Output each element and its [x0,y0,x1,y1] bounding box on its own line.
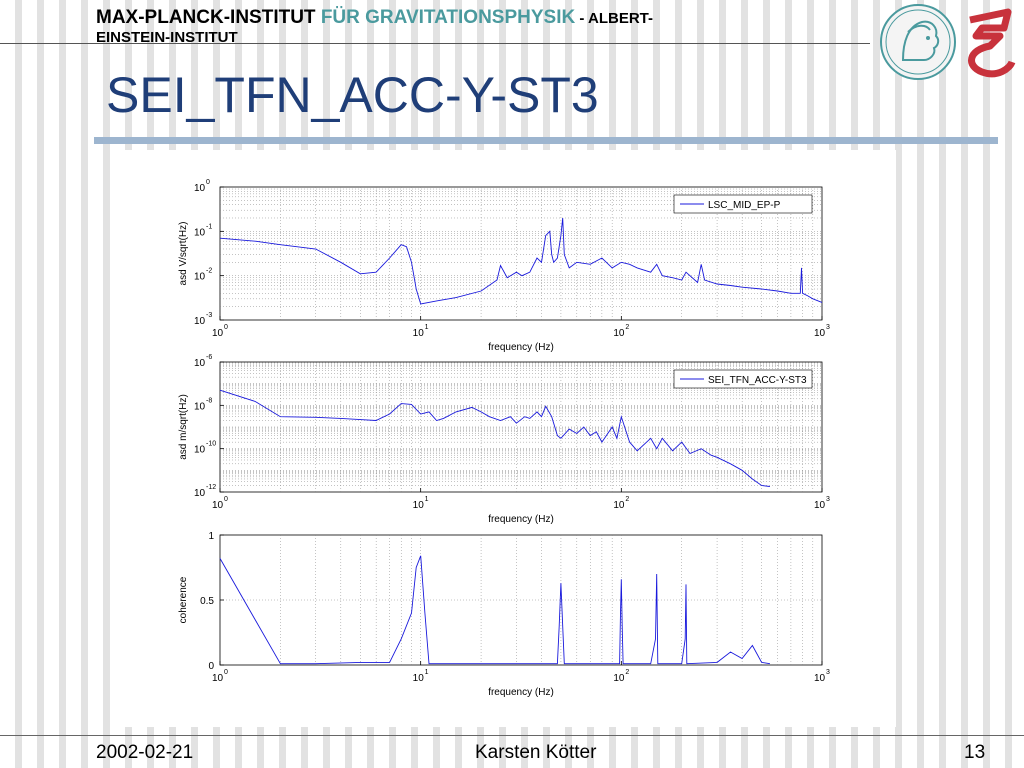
footer-author: Karsten Kötter [475,742,597,763]
y-tick-exponent: -2 [206,268,212,275]
x-tick-label: 10 [212,328,224,339]
y-axis-label: asd V/sqrt(Hz) [178,222,189,286]
y-axis-label: coherence [178,576,189,623]
x-tick-exponent: 1 [425,496,429,503]
x-axis-label: frequency (Hz) [488,514,554,525]
y-tick-label: 10 [194,401,206,412]
y-tick-label: 10 [194,272,206,283]
y-tick-exponent: -1 [206,223,212,230]
x-tick-exponent: 1 [425,324,429,331]
y-tick-exponent: 0 [206,179,210,186]
y-tick-label: 10 [194,488,206,499]
aei-logo-icon [968,8,1016,78]
x-tick-exponent: 3 [826,669,830,676]
legend-box [673,369,813,389]
x-tick-label: 10 [212,500,224,511]
x-tick-label: 10 [613,328,625,339]
x-tick-label: 10 [613,673,625,684]
minerva-logo-icon [880,4,956,80]
institute-name-part1: MAX-PLANCK-INSTITUT [96,7,321,28]
y-tick-label: 10 [194,358,206,369]
footer-date: 2002-02-21 [96,742,194,763]
x-tick-label: 10 [413,328,425,339]
y-axis-label: asd m/sqrt(Hz) [178,394,189,460]
legend-box [673,194,813,214]
series-line [219,217,823,305]
x-axis-label: frequency (Hz) [488,687,554,698]
y-tick-exponent: -12 [206,484,216,491]
x-tick-label: 10 [413,500,425,511]
title-rule [94,137,998,144]
y-tick-label: 0 [208,661,214,672]
header-rule [0,43,870,44]
series-line [219,555,770,665]
x-tick-exponent: 3 [826,324,830,331]
legend-label: LSC_MID_EP-P [708,200,781,211]
institute-name-part3: - ALBERT- [575,10,653,27]
x-tick-exponent: 0 [224,324,228,331]
x-tick-label: 10 [814,500,826,511]
x-tick-exponent: 0 [224,669,228,676]
y-tick-exponent: -8 [206,397,212,404]
x-tick-label: 10 [413,673,425,684]
institute-name-part4: EINSTEIN-INSTITUT [96,29,238,46]
legend-label: SEI_TFN_ACC-Y-ST3 [708,375,807,386]
slide-title: SEI_TFN_ACC-Y-ST3 [106,67,599,123]
x-tick-label: 10 [814,328,826,339]
x-tick-exponent: 2 [625,324,629,331]
y-tick-exponent: -6 [206,354,212,361]
matlab-figure: 10 0 10 1 10 2 10 3 10 -3 10 -2 10 -1 10 0 frequency (Hz… [120,150,896,727]
x-tick-exponent: 3 [826,496,830,503]
y-tick-label: 10 [194,183,206,194]
x-tick-label: 10 [613,500,625,511]
y-tick-label: 10 [194,316,206,327]
slide-number: 13 [964,742,986,763]
chart-panel-2: 10010110210310-1210-1010-810-6frequency … [178,354,830,525]
series-line [219,389,770,487]
institute-name-part2: FÜR GRAVITATIONSPHYSIK [320,7,576,28]
y-tick-label: 0.5 [200,596,214,607]
x-tick-label: 10 [212,673,224,684]
x-tick-label: 10 [814,673,826,684]
y-tick-exponent: -3 [206,312,212,319]
x-tick-exponent: 1 [425,669,429,676]
x-axis-label: frequency (Hz) [488,342,554,353]
x-tick-exponent: 2 [625,669,629,676]
y-tick-label: 10 [194,445,206,456]
x-tick-exponent: 2 [625,496,629,503]
x-tick-exponent: 0 [224,496,228,503]
institute-header: MAX-PLANCK-INSTITUT FÜR GRAVITATIONSPHYS… [96,8,896,47]
y-tick-label: 1 [208,531,214,542]
y-tick-exponent: -10 [206,441,216,448]
y-tick-label: 10 [194,227,206,238]
footer-rule [0,735,1024,736]
